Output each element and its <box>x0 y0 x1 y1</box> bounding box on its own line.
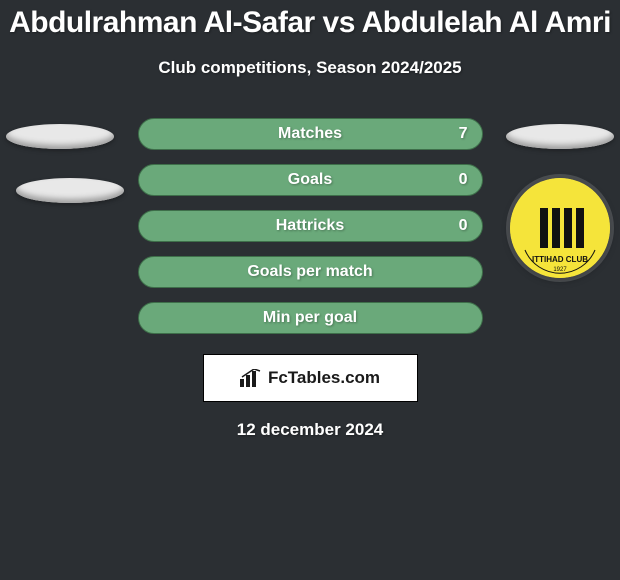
stat-label: Matches <box>139 125 482 143</box>
stat-bar-min-per-goal: Min per goal <box>138 302 483 334</box>
ittihad-badge-svg: ITTIHAD CLUB 1927 <box>510 178 610 278</box>
stat-label: Goals per match <box>139 263 482 281</box>
comparison-subtitle: Club competitions, Season 2024/2025 <box>0 58 620 78</box>
comparison-title: Abdulrahman Al-Safar vs Abdulelah Al Amr… <box>0 0 620 40</box>
stat-label: Goals <box>139 171 482 189</box>
stat-bar-hattricks: Hattricks 0 <box>138 210 483 242</box>
stat-bar-matches: Matches 7 <box>138 118 483 150</box>
player-pill-right-1 <box>506 124 614 149</box>
stat-bar-goals: Goals 0 <box>138 164 483 196</box>
stat-label: Min per goal <box>139 309 482 327</box>
generation-date: 12 december 2024 <box>0 420 620 440</box>
stat-bar-goals-per-match: Goals per match <box>138 256 483 288</box>
svg-text:ITTIHAD CLUB: ITTIHAD CLUB <box>532 255 588 264</box>
stat-label: Hattricks <box>139 217 482 235</box>
club-badge-ittihad: ITTIHAD CLUB 1927 <box>510 178 610 278</box>
attribution-text: FcTables.com <box>268 368 380 388</box>
svg-text:1927: 1927 <box>553 267 567 273</box>
chart-bar-icon <box>240 369 262 387</box>
player-pill-left-2 <box>16 178 124 203</box>
player-pill-left-1 <box>6 124 114 149</box>
attribution-box[interactable]: FcTables.com <box>203 354 418 402</box>
